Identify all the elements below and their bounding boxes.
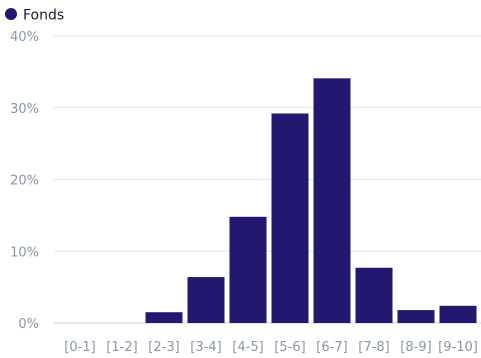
bars [145,78,477,324]
x-tick-label: [4-5] [232,340,263,355]
x-tick-label: [0-1] [64,340,95,355]
y-axis-ticks: 0% 10% 20% 30% 40% [10,30,39,332]
y-tick-label: 30% [10,102,39,117]
bar-[3-4] [187,277,225,323]
bar-[5-6] [271,113,309,324]
x-tick-label: [7-8] [358,340,389,355]
x-tick-label: [8-9] [400,340,431,355]
y-tick-label: 0% [18,317,39,332]
x-tick-label: [2-3] [148,340,179,355]
x-axis-ticks: [0-1] [1-2] [2-3] [3-4] [4-5] [5-6] [6-7] [7-8]… [64,340,478,355]
bar-[4-5] [229,216,267,323]
x-tick-label: [6-7] [316,340,347,355]
bar-[6-7] [313,78,351,324]
y-tick-label: 10% [10,245,39,260]
legend-label-fonds: Fonds [23,8,64,24]
x-tick-label: [3-4] [190,340,221,355]
bar-[9-10] [439,305,477,323]
bar-[7-8] [355,267,393,323]
x-tick-label: [9-10] [438,340,478,355]
y-tick-label: 40% [10,30,39,45]
grid-lines [54,35,481,324]
bar-[2-3] [145,312,183,323]
legend-swatch-fonds [5,8,17,20]
bar-[8-9] [397,310,435,323]
legend: Fonds [5,8,64,24]
y-tick-label: 20% [10,174,39,189]
x-tick-label: [5-6] [274,340,305,355]
x-tick-label: [1-2] [106,340,137,355]
